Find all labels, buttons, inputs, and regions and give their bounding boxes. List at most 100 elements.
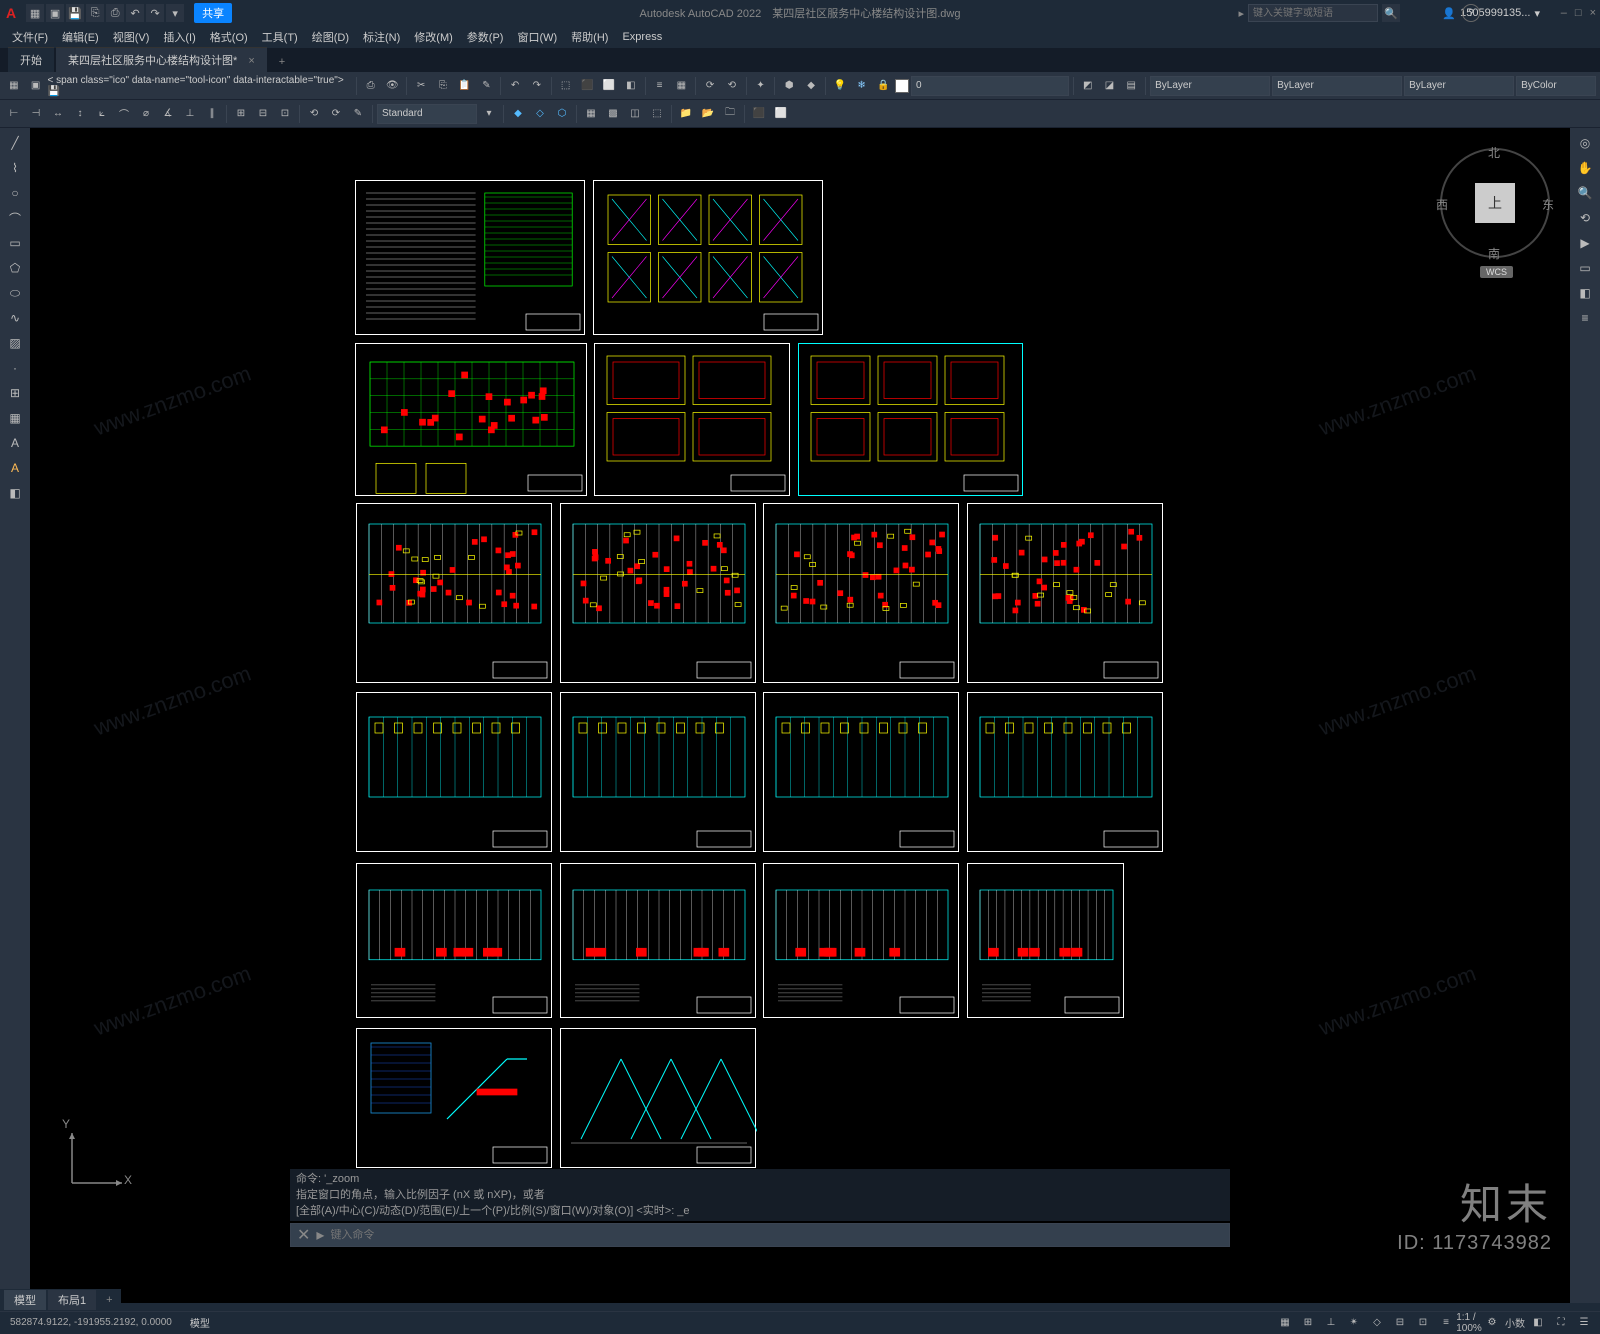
dim-icon[interactable]: ⊞ — [231, 104, 251, 124]
drawing-sheet[interactable] — [763, 692, 959, 852]
dimstyle-combo[interactable] — [377, 104, 477, 124]
status-lwt-icon[interactable]: ≡ — [1436, 1314, 1456, 1332]
dim-icon[interactable]: ⊢ — [4, 104, 24, 124]
orbit-icon[interactable]: ⟲ — [1574, 207, 1596, 229]
search-icon[interactable]: 🔍 — [1382, 4, 1400, 22]
saveas-icon[interactable]: ⎘ — [86, 4, 104, 22]
dim-icon[interactable]: ⌒ — [114, 104, 134, 124]
undo-icon[interactable]: ↶ — [126, 4, 144, 22]
mtext-icon[interactable]: A — [4, 457, 26, 479]
menu-dimension[interactable]: 标注(N) — [357, 27, 406, 47]
layer-freeze-icon[interactable]: ❄ — [852, 76, 872, 96]
tool-icon[interactable]: ≡ — [650, 76, 670, 96]
dim-icon[interactable]: ∡ — [158, 104, 178, 124]
tool-icon[interactable]: ◇ — [530, 104, 550, 124]
drawing-canvas[interactable]: 上 北 南 东 西 WCS Y X 命令: '_zoom 指定窗口的角点，输入比… — [30, 128, 1570, 1303]
maximize-button[interactable]: □ — [1575, 7, 1582, 19]
viewcube-east[interactable]: 东 — [1542, 196, 1554, 213]
tool-icon[interactable]: ↷ — [527, 76, 547, 96]
status-otrack-icon[interactable]: ⊟ — [1390, 1314, 1410, 1332]
drawing-sheet[interactable] — [594, 343, 790, 496]
menu-file[interactable]: 文件(F) — [6, 27, 54, 47]
menu-express[interactable]: Express — [616, 29, 668, 45]
status-grid-icon[interactable]: ▦ — [1275, 1314, 1295, 1332]
drawing-sheet[interactable] — [355, 343, 587, 496]
tool-icon[interactable]: 🗀 — [720, 104, 740, 124]
menu-parametric[interactable]: 参数(P) — [461, 27, 510, 47]
arc-icon[interactable]: ⌒ — [4, 207, 26, 229]
dim-icon[interactable]: ⊥ — [180, 104, 200, 124]
tool-icon[interactable]: ⬡ — [552, 104, 572, 124]
tool-icon[interactable]: ⬛ — [749, 104, 769, 124]
minimize-button[interactable]: – — [1561, 7, 1567, 19]
ellipse-icon[interactable]: ⬭ — [4, 282, 26, 304]
search-input[interactable] — [1248, 4, 1378, 22]
drawing-sheet[interactable] — [967, 863, 1124, 1018]
status-model-label[interactable]: 模型 — [182, 1315, 218, 1330]
dim-icon[interactable]: ⊡ — [275, 104, 295, 124]
dim-icon[interactable]: ✎ — [348, 104, 368, 124]
showmotion-icon[interactable]: ▶ — [1574, 232, 1596, 254]
drawing-sheet[interactable] — [798, 343, 1023, 496]
status-decimal-label[interactable]: 小数 — [1505, 1314, 1525, 1332]
drawing-sheet[interactable] — [967, 503, 1163, 683]
tool-icon[interactable]: ◧ — [621, 76, 641, 96]
viewcube-north[interactable]: 北 — [1488, 144, 1500, 161]
status-ortho-icon[interactable]: ⊥ — [1321, 1314, 1341, 1332]
tool-icon[interactable]: ≡ — [1574, 307, 1596, 329]
drawing-sheet[interactable] — [967, 692, 1163, 852]
tool-icon[interactable]: ⎘ — [433, 76, 453, 96]
tool-icon[interactable]: ⬛ — [577, 76, 597, 96]
region-icon[interactable]: ◧ — [4, 482, 26, 504]
status-snap-icon[interactable]: ⊞ — [1298, 1314, 1318, 1332]
drawing-sheet[interactable] — [356, 503, 552, 683]
search-chevron-icon[interactable]: ▸ — [1238, 7, 1244, 20]
tool-icon[interactable]: 📁 — [676, 104, 696, 124]
tool-icon[interactable]: ✎ — [477, 76, 497, 96]
viewcube-west[interactable]: 西 — [1436, 196, 1448, 213]
status-scale-label[interactable]: 1:1 / 100% — [1459, 1314, 1479, 1332]
linetype-combo[interactable] — [1272, 76, 1402, 96]
tool-icon[interactable]: ▤ — [1121, 76, 1141, 96]
new-icon[interactable]: ▦ — [26, 4, 44, 22]
tool-icon[interactable]: ▭ — [1574, 257, 1596, 279]
close-button[interactable]: × — [1590, 7, 1596, 19]
drawing-sheet[interactable] — [593, 180, 823, 335]
layout-tab-layout1[interactable]: 布局1 — [48, 1290, 96, 1310]
tool-icon[interactable]: ✂ — [411, 76, 431, 96]
tool-icon[interactable]: ▦ — [581, 104, 601, 124]
new-tab-button[interactable]: + — [269, 52, 295, 72]
layer-color-swatch[interactable] — [895, 79, 909, 93]
dim-icon[interactable]: ▾ — [479, 104, 499, 124]
tool-icon[interactable]: ⎙ — [361, 76, 381, 96]
tool-icon[interactable]: ⬜ — [599, 76, 619, 96]
status-customize-icon[interactable]: ☰ — [1574, 1314, 1594, 1332]
drawing-sheet[interactable] — [560, 692, 756, 852]
table-icon[interactable]: ▦ — [4, 407, 26, 429]
hatch-icon[interactable]: ▨ — [4, 332, 26, 354]
qat-dropdown-icon[interactable]: ▾ — [166, 4, 184, 22]
block-icon[interactable]: ⊞ — [4, 382, 26, 404]
drawing-sheet[interactable] — [560, 503, 756, 683]
rectangle-icon[interactable]: ▭ — [4, 232, 26, 254]
spline-icon[interactable]: ∿ — [4, 307, 26, 329]
menu-format[interactable]: 格式(O) — [204, 27, 254, 47]
dim-icon[interactable]: ⊟ — [253, 104, 273, 124]
open-icon[interactable]: ▣ — [46, 4, 64, 22]
tool-icon[interactable]: ⬢ — [779, 76, 799, 96]
dim-icon[interactable]: ⟀ — [92, 104, 112, 124]
viewcube-top-face[interactable]: 上 — [1475, 183, 1515, 223]
tool-icon[interactable]: ◆ — [801, 76, 821, 96]
help-button[interactable]: ? — [1462, 4, 1480, 22]
menu-edit[interactable]: 编辑(E) — [56, 27, 105, 47]
tool-icon[interactable]: ⬚ — [647, 104, 667, 124]
tool-icon[interactable]: ⬚ — [556, 76, 576, 96]
dim-icon[interactable]: ↔ — [48, 104, 68, 124]
drawing-sheet[interactable] — [763, 503, 959, 683]
point-icon[interactable]: · — [4, 357, 26, 379]
dim-icon[interactable]: ⟲ — [304, 104, 324, 124]
menu-tools[interactable]: 工具(T) — [256, 27, 304, 47]
menu-modify[interactable]: 修改(M) — [408, 27, 459, 47]
command-line[interactable]: ✕ ▸ — [290, 1223, 1230, 1247]
dim-icon[interactable]: ⊣ — [26, 104, 46, 124]
